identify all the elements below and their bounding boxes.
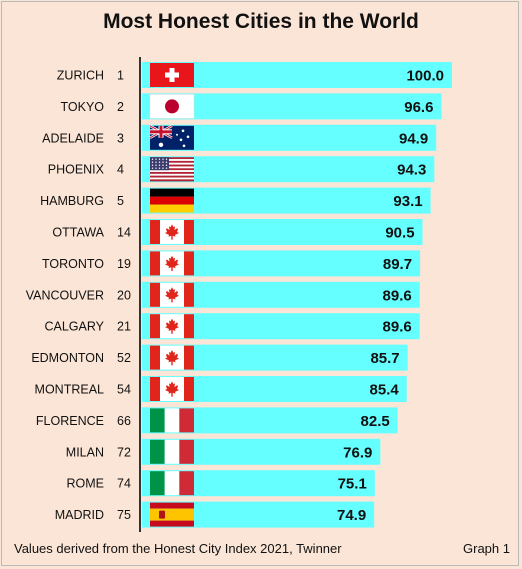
value-label: 93.1 (393, 193, 422, 210)
rank-label: 54 (117, 383, 131, 397)
category-label: VANCOUVER (26, 288, 104, 302)
category-label: HAMBURG (40, 194, 104, 208)
category-label: OTTAWA (52, 226, 104, 240)
value-label: 89.7 (383, 256, 412, 273)
rank-label: 2 (117, 100, 124, 114)
category-label: ZURICH (57, 69, 104, 83)
rank-label: 52 (117, 351, 131, 365)
category-label: PHOENIX (48, 163, 105, 177)
value-label: 85.7 (370, 350, 399, 367)
australia-flag (149, 124, 194, 150)
rank-label: 75 (117, 508, 131, 522)
category-label: ROME (67, 477, 105, 491)
italy-flag (150, 408, 194, 433)
value-label: 94.9 (399, 130, 428, 147)
category-label: MADRID (55, 508, 104, 522)
category-label: EDMONTON (31, 351, 104, 365)
canada-flag (150, 282, 194, 307)
spain-flag (150, 502, 194, 527)
rank-label: 14 (117, 226, 131, 240)
category-label: FLORENCE (36, 414, 104, 428)
source-note: Values derived from the Honest City Inde… (14, 541, 342, 556)
canada-flag (150, 251, 194, 276)
germany-flag (150, 188, 194, 213)
rank-label: 5 (117, 194, 124, 208)
value-label: 94.3 (397, 162, 426, 179)
japan-flag (149, 94, 195, 119)
canada-flag (150, 314, 194, 339)
rank-label: 74 (117, 477, 131, 491)
value-label: 76.9 (343, 444, 372, 461)
value-label: 89.6 (383, 287, 412, 304)
category-label: MILAN (66, 445, 104, 459)
category-label: TOKYO (60, 100, 104, 114)
rank-label: 66 (117, 414, 131, 428)
italy-flag (150, 471, 194, 496)
rank-label: 72 (117, 445, 131, 459)
canada-flag (150, 345, 194, 370)
value-label: 89.6 (383, 319, 412, 336)
value-label: 74.9 (337, 507, 366, 524)
category-label: MONTREAL (35, 383, 105, 397)
category-label: CALGARY (44, 320, 104, 334)
value-label: 90.5 (385, 225, 414, 242)
rank-label: 19 (117, 257, 131, 271)
canada-flag (150, 220, 194, 244)
chart-title: Most Honest Cities in the World (103, 10, 419, 33)
graph-label: Graph 1 (463, 541, 510, 556)
rank-label: 4 (117, 163, 124, 177)
rank-label: 21 (117, 320, 131, 334)
value-label: 82.5 (361, 413, 390, 430)
value-label: 100.0 (406, 68, 444, 85)
rank-label: 20 (117, 288, 131, 302)
canada-flag (150, 377, 194, 401)
rank-label: 1 (117, 69, 124, 83)
usa-flag (150, 157, 194, 182)
category-label: ADELAIDE (42, 131, 104, 145)
italy-flag (150, 439, 194, 464)
switzerland-flag (150, 63, 194, 87)
rank-label: 3 (117, 131, 124, 145)
category-label: TORONTO (42, 257, 104, 271)
value-label: 85.4 (370, 382, 400, 399)
value-label: 75.1 (338, 476, 367, 493)
value-label: 96.6 (404, 99, 433, 116)
